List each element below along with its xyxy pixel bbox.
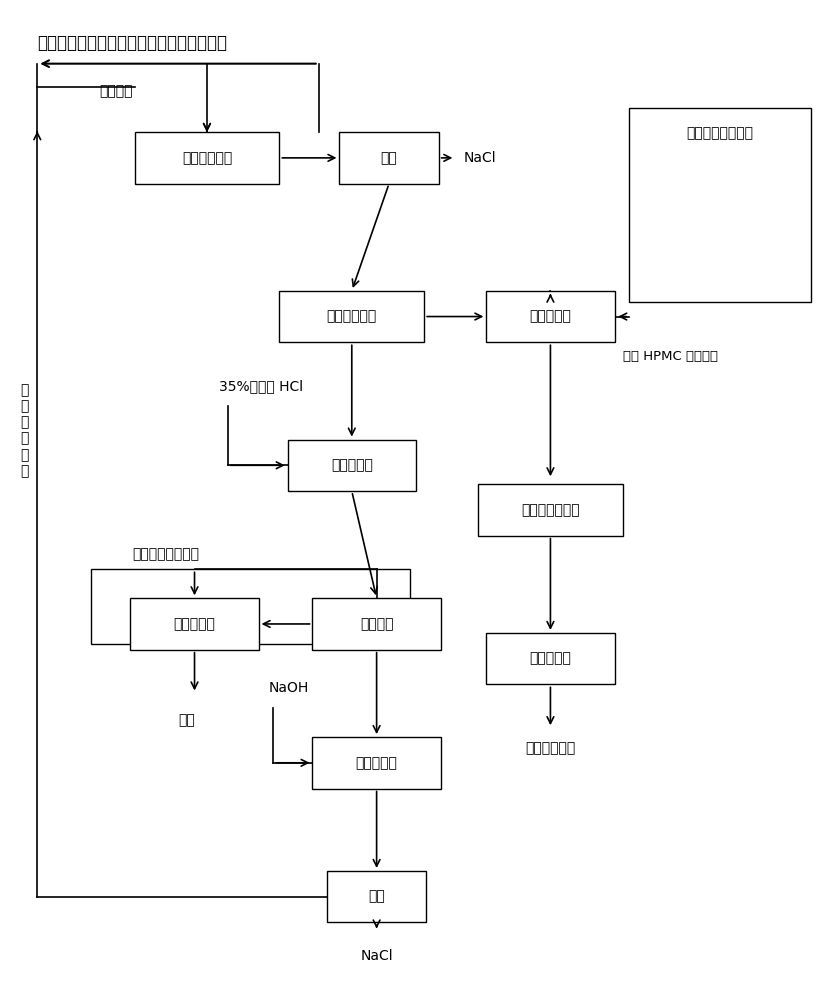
Bar	[339, 132, 439, 184]
Text: 上层液蒸馏分离: 上层液蒸馏分离	[521, 503, 579, 517]
Text: NaOH: NaOH	[269, 681, 309, 695]
Text: 上层液过滤: 上层液过滤	[529, 310, 571, 324]
Text: 釜底剩余物: 釜底剩余物	[529, 652, 571, 666]
Text: 回收 HPMC 和纤维杂: 回收 HPMC 和纤维杂	[623, 350, 718, 363]
Text: 上层液蒸馏: 上层液蒸馏	[174, 617, 216, 631]
Text: 乙酸乙酯循环使用: 乙酸乙酯循环使用	[132, 548, 200, 562]
Text: 三效真空浓缩: 三效真空浓缩	[181, 151, 232, 165]
Text: 下层液中和: 下层液中和	[355, 756, 398, 770]
Bar	[487, 633, 614, 684]
Text: 丙二醇及其醚: 丙二醇及其醚	[525, 741, 575, 755]
Bar	[91, 569, 410, 644]
Text: 滤
液
继
续
浓
缩: 滤 液 继 续 浓 缩	[20, 383, 28, 478]
Text: 蒸馏残液: 蒸馏残液	[99, 84, 133, 98]
Bar	[313, 598, 441, 650]
Text: NaCl: NaCl	[360, 949, 393, 963]
Text: NaCl: NaCl	[463, 151, 496, 165]
Bar	[313, 737, 441, 789]
Text: 含甲醇和异丙醇蒸馏水去配洗涤异丙醇溶液: 含甲醇和异丙醇蒸馏水去配洗涤异丙醇溶液	[38, 34, 227, 52]
Bar	[487, 291, 614, 342]
Bar	[478, 484, 623, 536]
Bar	[629, 108, 811, 302]
Text: 过滤: 过滤	[380, 151, 397, 165]
Bar	[288, 440, 416, 491]
Text: 下层液酸化: 下层液酸化	[331, 458, 373, 472]
Bar	[135, 132, 279, 184]
Text: 一次萃取滤液: 一次萃取滤液	[327, 310, 377, 324]
Text: 35%盐酸和 HCl: 35%盐酸和 HCl	[219, 379, 303, 393]
Text: 过滤: 过滤	[368, 890, 385, 904]
Bar	[327, 871, 426, 922]
Text: 乙酸: 乙酸	[178, 713, 195, 727]
Text: 二次萃取: 二次萃取	[359, 617, 394, 631]
Text: 乙酸乙酯循环使用: 乙酸乙酯循环使用	[686, 126, 753, 140]
Bar	[279, 291, 424, 342]
Bar	[130, 598, 258, 650]
